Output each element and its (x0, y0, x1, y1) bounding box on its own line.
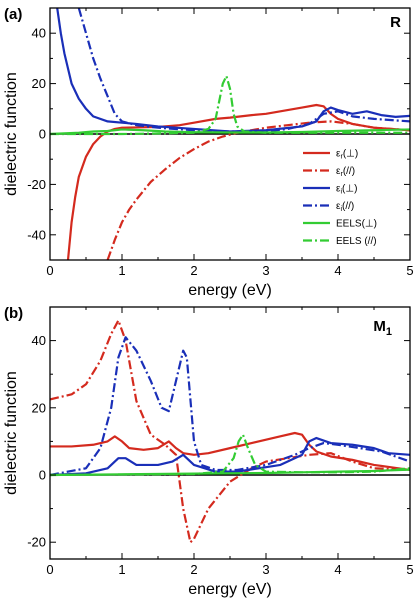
series-group (50, 319, 410, 544)
x-axis-title: energy (eV) (188, 282, 272, 299)
x-tick-label: 1 (118, 562, 125, 577)
y-tick-label: -20 (27, 177, 46, 192)
series-line-eels_par (50, 433, 410, 477)
x-tick-label: 4 (334, 562, 341, 577)
y-axis-title: dielectric function (3, 371, 20, 495)
x-tick-label: 2 (190, 562, 197, 577)
legend: εr(⊥) εr(//) εi(⊥) εi(//) EELS(⊥) EELS (//) (303, 149, 377, 247)
legend-label-eps_r_par: εr(//) (336, 166, 355, 178)
legend-label-eels_par: EELS (//) (336, 236, 377, 247)
x-tick-label: 3 (262, 263, 269, 278)
y-tick-label: 0 (39, 127, 46, 142)
y-axis-title: dielectric function (3, 72, 20, 196)
series-line-eps_r_par (106, 120, 410, 260)
y-tick-label: 40 (32, 333, 46, 348)
legend-label-eps_i_par: εi(//) (336, 201, 354, 213)
series-group (50, 8, 410, 260)
y-tick-label: 40 (32, 26, 46, 41)
panel-0: 0 1 2 3 4 5 -40 -20 0 20 40 energy (eV) dielectric f… (3, 6, 414, 299)
series-line-eels_par (50, 74, 410, 136)
y-tick-label: 20 (32, 400, 46, 415)
series-line-eps_i_par (50, 336, 410, 477)
y-tick-label: 0 (39, 468, 46, 483)
y-tick-label: -40 (27, 227, 46, 242)
x-tick-label: 4 (334, 263, 341, 278)
series-line-eps_i_par (77, 8, 410, 133)
x-tick-label: 5 (406, 562, 413, 577)
legend-label-eels_perp: EELS(⊥) (336, 219, 377, 230)
x-tick-label: 3 (262, 562, 269, 577)
x-tick-label: 2 (190, 263, 197, 278)
corner-label: M1 (373, 318, 392, 338)
panel-label: (a) (4, 6, 22, 23)
series-line-eps_r_perp (66, 103, 410, 260)
x-tick-label: 5 (406, 263, 413, 278)
legend-label-eps_r_perp: εr(⊥) (336, 149, 358, 161)
series-line-eels_perp (50, 128, 410, 136)
y-tick-label: -20 (27, 535, 46, 550)
x-axis-title: energy (eV) (188, 581, 272, 598)
series-line-eps_r_par (50, 319, 410, 544)
panel-label: (b) (4, 305, 23, 322)
x-tick-label: 0 (46, 263, 53, 278)
series-line-eps_i_perp (56, 8, 410, 133)
series-line-eps_i_perp (50, 436, 410, 477)
x-tick-label: 0 (46, 562, 53, 577)
legend-label-eps_i_perp: εi(⊥) (336, 184, 357, 196)
corner-label: R (390, 14, 401, 31)
x-tick-label: 1 (118, 263, 125, 278)
y-tick-label: 20 (32, 76, 46, 91)
series-line-eps_r_perp (50, 431, 410, 472)
